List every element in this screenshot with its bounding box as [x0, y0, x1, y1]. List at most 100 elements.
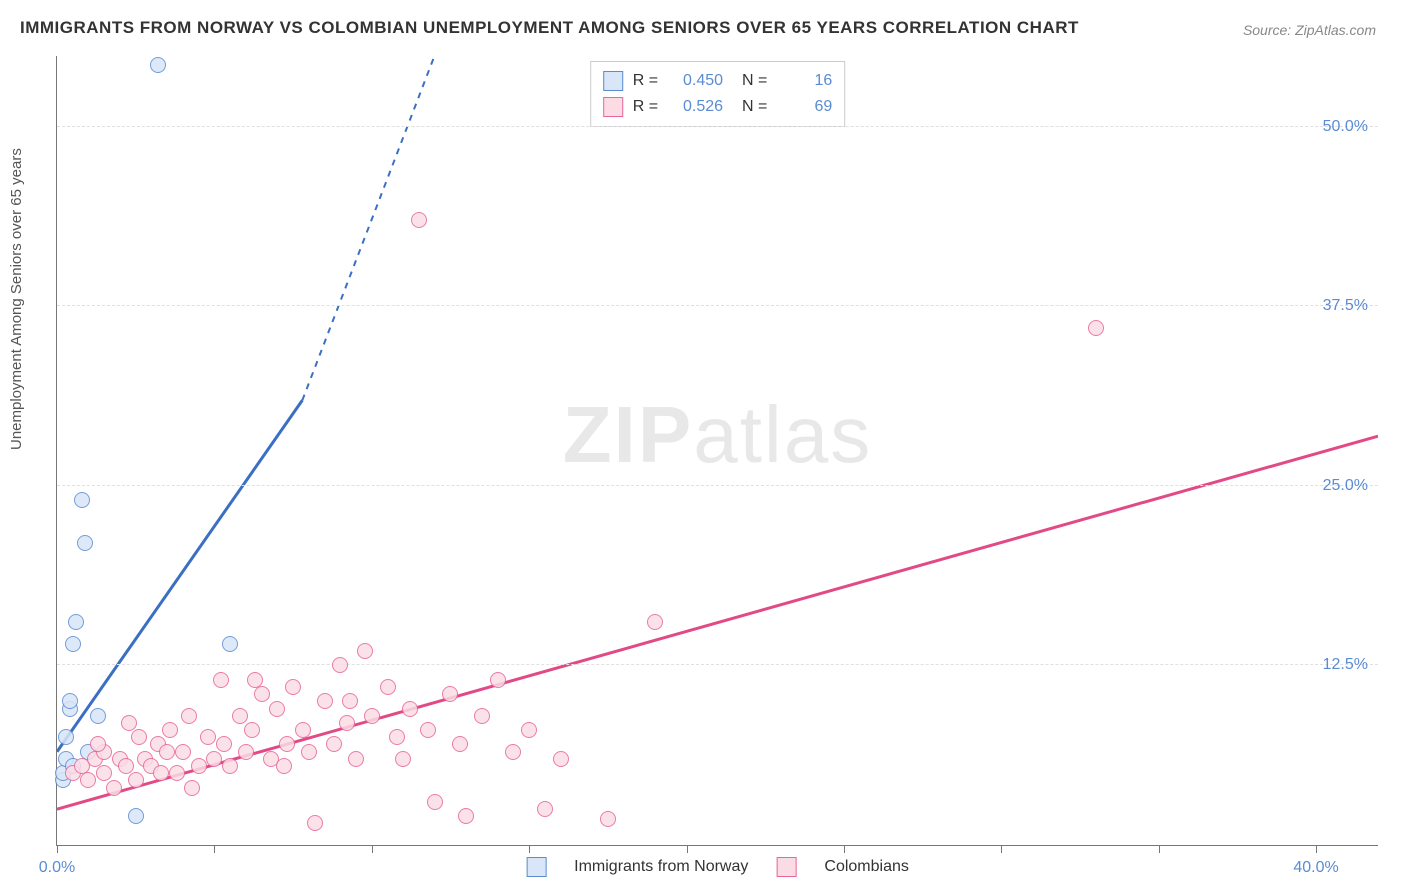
data-point-colombians — [279, 736, 295, 752]
data-point-colombians — [537, 801, 553, 817]
data-point-colombians — [357, 643, 373, 659]
data-point-colombians — [600, 811, 616, 827]
data-point-colombians — [276, 758, 292, 774]
legend-swatch — [776, 857, 796, 877]
legend-swatch — [603, 71, 623, 91]
data-point-colombians — [452, 736, 468, 752]
data-point-colombians — [90, 736, 106, 752]
y-tick-label: 37.5% — [1323, 297, 1368, 315]
data-point-colombians — [213, 672, 229, 688]
data-point-colombians — [118, 758, 134, 774]
gridline — [57, 664, 1378, 665]
data-point-colombians — [326, 736, 342, 752]
data-point-colombians — [364, 708, 380, 724]
y-tick-label: 25.0% — [1323, 477, 1368, 495]
scatter-plot: ZIPatlas R =0.450 N =16R =0.526 N =69 Im… — [56, 56, 1378, 846]
legend-r-value: 0.526 — [668, 94, 723, 120]
stats-legend: R =0.450 N =16R = 0.526 N = 69 — [590, 61, 846, 127]
legend-row-norway: R =0.450 N =16 — [603, 68, 833, 94]
data-point-colombians — [106, 780, 122, 796]
data-point-norway — [90, 708, 106, 724]
x-tick — [1159, 845, 1160, 853]
data-point-colombians — [128, 772, 144, 788]
y-tick-label: 50.0% — [1323, 118, 1368, 136]
data-point-colombians — [348, 751, 364, 767]
data-point-colombians — [162, 722, 178, 738]
legend-row-colombians: R = 0.526 N = 69 — [603, 94, 833, 120]
bottom-legend: Immigrants from Norway Colombians — [526, 857, 909, 877]
gridline — [57, 305, 1378, 306]
data-point-colombians — [184, 780, 200, 796]
legend-swatch — [526, 857, 546, 877]
legend-r-label: R = — [633, 94, 658, 120]
legend-series-label: Immigrants from Norway — [574, 858, 748, 876]
data-point-colombians — [191, 758, 207, 774]
data-point-colombians — [339, 715, 355, 731]
data-point-colombians — [342, 693, 358, 709]
y-tick-label: 12.5% — [1323, 656, 1368, 674]
x-tick-label: 0.0% — [39, 859, 75, 877]
watermark-light: atlas — [693, 390, 872, 479]
data-point-colombians — [175, 744, 191, 760]
data-point-colombians — [247, 672, 263, 688]
data-point-colombians — [402, 701, 418, 717]
data-point-colombians — [307, 815, 323, 831]
data-point-colombians — [474, 708, 490, 724]
data-point-colombians — [232, 708, 248, 724]
data-point-norway — [222, 636, 238, 652]
data-point-colombians — [490, 672, 506, 688]
data-point-colombians — [647, 614, 663, 630]
x-tick — [844, 845, 845, 853]
x-tick-label: 40.0% — [1293, 859, 1338, 877]
legend-n-value: 16 — [777, 68, 832, 94]
data-point-colombians — [121, 715, 137, 731]
data-point-norway — [77, 535, 93, 551]
data-point-colombians — [389, 729, 405, 745]
x-tick — [214, 845, 215, 853]
source-label: Source: ZipAtlas.com — [1243, 22, 1376, 38]
legend-series-label: Colombians — [824, 858, 908, 876]
data-point-colombians — [244, 722, 260, 738]
y-axis-label: Unemployment Among Seniors over 65 years — [8, 148, 25, 450]
legend-r-label: R = — [633, 68, 658, 94]
data-point-colombians — [80, 772, 96, 788]
data-point-colombians — [420, 722, 436, 738]
data-point-norway — [58, 729, 74, 745]
x-tick — [687, 845, 688, 853]
data-point-norway — [62, 693, 78, 709]
data-point-colombians — [442, 686, 458, 702]
gridline — [57, 485, 1378, 486]
gridline — [57, 126, 1378, 127]
data-point-colombians — [269, 701, 285, 717]
data-point-colombians — [332, 657, 348, 673]
data-point-colombians — [317, 693, 333, 709]
data-point-colombians — [395, 751, 411, 767]
data-point-colombians — [411, 212, 427, 228]
data-point-norway — [150, 57, 166, 73]
data-point-norway — [74, 492, 90, 508]
data-point-colombians — [200, 729, 216, 745]
data-point-colombians — [169, 765, 185, 781]
legend-n-label: N = — [733, 94, 767, 120]
data-point-colombians — [238, 744, 254, 760]
x-tick — [1316, 845, 1317, 853]
data-point-colombians — [301, 744, 317, 760]
x-tick — [1001, 845, 1002, 853]
data-point-norway — [68, 614, 84, 630]
watermark: ZIPatlas — [563, 389, 872, 481]
data-point-colombians — [505, 744, 521, 760]
x-tick — [529, 845, 530, 853]
data-point-colombians — [254, 686, 270, 702]
data-point-colombians — [1088, 320, 1104, 336]
watermark-bold: ZIP — [563, 390, 693, 479]
data-point-colombians — [521, 722, 537, 738]
data-point-norway — [65, 636, 81, 652]
legend-n-value: 69 — [777, 94, 832, 120]
data-point-colombians — [153, 765, 169, 781]
x-tick — [57, 845, 58, 853]
data-point-colombians — [222, 758, 238, 774]
data-point-colombians — [553, 751, 569, 767]
data-point-colombians — [216, 736, 232, 752]
data-point-colombians — [458, 808, 474, 824]
data-point-colombians — [285, 679, 301, 695]
